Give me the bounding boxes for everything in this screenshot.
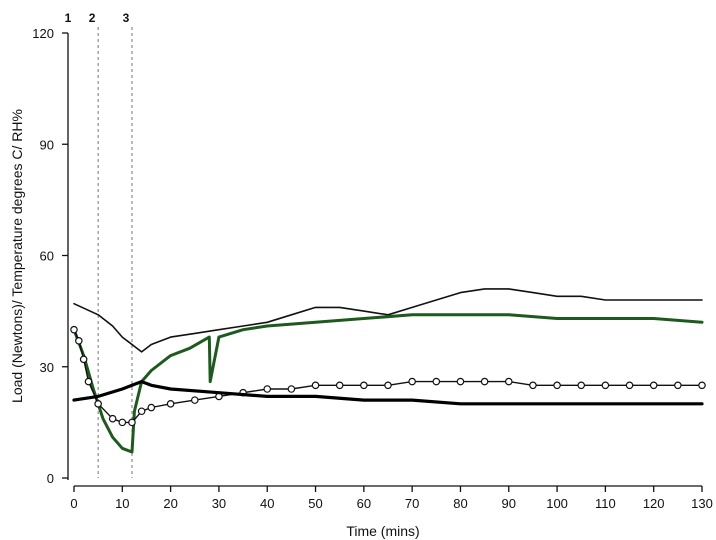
- event-marker-label: 3: [123, 11, 130, 25]
- series-3-point: [456, 377, 465, 386]
- series-3-point: [529, 381, 537, 390]
- series-3-point: [147, 403, 156, 412]
- series-3-point: [335, 381, 344, 390]
- x-tick-label: 100: [546, 496, 568, 511]
- series-3-point: [553, 381, 561, 390]
- series-line-2: [72, 313, 704, 454]
- series-layer: [70, 288, 706, 454]
- x-tick-label: 90: [502, 496, 516, 511]
- series-3-point: [190, 396, 199, 404]
- series-3-point: [79, 355, 88, 364]
- event-markers: 1 2 3: [65, 11, 133, 478]
- series-3-point: [108, 414, 117, 423]
- event-marker-label: 1: [65, 11, 72, 25]
- x-tick-label: 110: [595, 496, 616, 511]
- x-tick-label: 20: [163, 496, 177, 511]
- y-tick-label: 120: [32, 26, 54, 41]
- axes: [67, 33, 702, 487]
- series-3-point: [263, 385, 272, 393]
- series-line-4: [72, 380, 704, 406]
- series-3-point: [84, 377, 93, 386]
- series-3-point: [70, 325, 78, 334]
- x-tick-label: 30: [212, 496, 226, 511]
- series-3-point: [311, 381, 320, 390]
- series-3-point: [128, 418, 136, 427]
- series-3-point: [360, 381, 368, 390]
- series-3-point: [384, 381, 392, 390]
- x-tick-label: 0: [70, 496, 77, 511]
- x-tick-label: 60: [357, 496, 371, 511]
- x-tick-label: 40: [260, 496, 274, 511]
- series-3-point: [649, 381, 658, 390]
- x-tick-label: 120: [643, 496, 665, 511]
- y-axis-title: Load (Newtons)/ Temperature degrees C/ R…: [9, 109, 25, 403]
- x-tick-label: 70: [405, 496, 419, 511]
- series-3-point: [166, 400, 175, 408]
- series-line-3: [73, 329, 703, 424]
- x-axis-title: Time (mins): [346, 523, 419, 539]
- series-3-point: [698, 381, 706, 390]
- y-tick-label: 0: [47, 471, 54, 486]
- y-tick-label: 60: [40, 249, 54, 264]
- series-3-point: [577, 381, 586, 390]
- x-tick-label: 130: [691, 496, 713, 511]
- series-3-point: [137, 407, 146, 416]
- event-marker-label: 2: [89, 11, 96, 25]
- series-3-point: [601, 381, 610, 390]
- series-3-point: [432, 377, 441, 386]
- x-tick-label: 10: [115, 496, 129, 511]
- x-tick-label: 50: [308, 496, 322, 511]
- series-line-1: [73, 288, 703, 353]
- y-tick-label: 90: [40, 137, 54, 152]
- series-3-point: [118, 418, 127, 427]
- series-3-point: [75, 336, 83, 345]
- y-tick-label: 30: [40, 360, 54, 375]
- series-3-point: [674, 381, 682, 390]
- series-3-point: [94, 400, 102, 408]
- x-tick-label: 80: [453, 496, 467, 511]
- y-ticks: 0 30 60 90 120: [32, 26, 68, 486]
- series-3-point: [287, 385, 296, 393]
- series-3-point: [504, 377, 513, 386]
- series-3-point: [480, 377, 489, 386]
- series-3-point: [625, 381, 634, 390]
- x-ticks: 0 10 20 30 40 50 60 70 80 90 100 110 120 130: [70, 486, 713, 511]
- series-3-point: [408, 377, 416, 386]
